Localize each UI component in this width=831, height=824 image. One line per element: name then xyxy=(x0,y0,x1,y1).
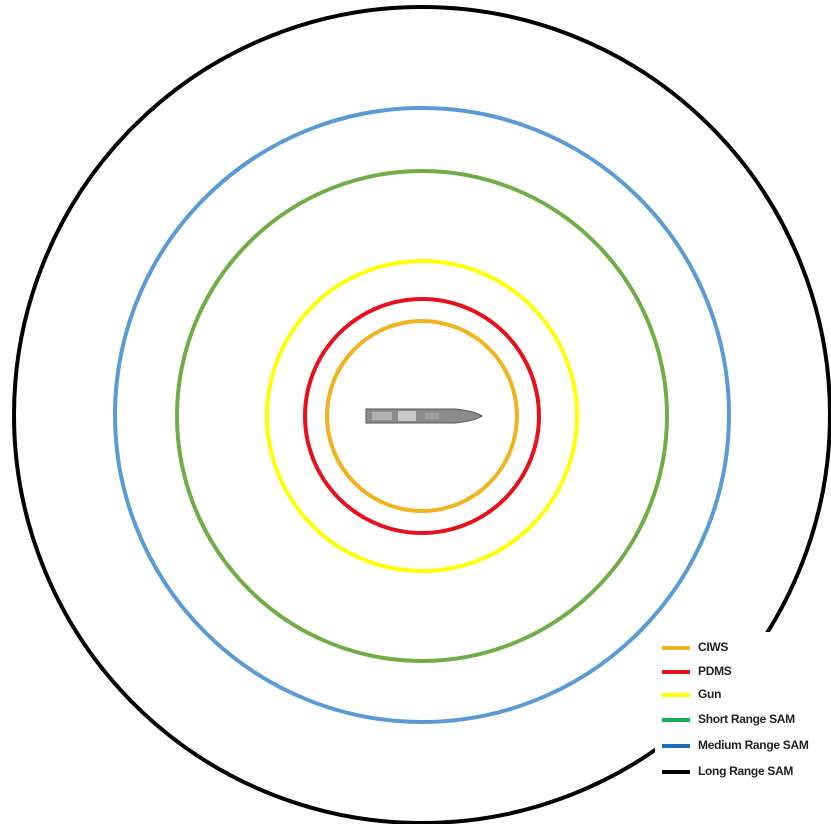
ship xyxy=(365,408,483,424)
ship-superstructure xyxy=(398,411,416,421)
legend: CIWS PDMS Gun Short Range SAM Medium Ran… xyxy=(655,632,831,824)
ship-hull xyxy=(365,408,483,424)
range-rings xyxy=(12,5,831,824)
medium-range-ring xyxy=(113,106,731,724)
ship-deck xyxy=(425,413,439,419)
legend-label: Short Range SAM xyxy=(698,712,795,726)
legend-label: Medium Range SAM xyxy=(698,738,809,752)
legend-label: Long Range SAM xyxy=(698,764,793,778)
long-range-ring xyxy=(12,5,831,824)
legend-label: PDMS xyxy=(698,664,732,678)
short-range-ring xyxy=(175,169,669,663)
pdms-ring xyxy=(303,297,541,535)
legend-label: CIWS xyxy=(698,640,728,654)
legend-background xyxy=(655,632,831,824)
legend-label: Gun xyxy=(698,687,721,701)
ship-deck xyxy=(372,412,392,420)
ciws-ring xyxy=(325,319,519,513)
gun-ring xyxy=(265,259,579,573)
